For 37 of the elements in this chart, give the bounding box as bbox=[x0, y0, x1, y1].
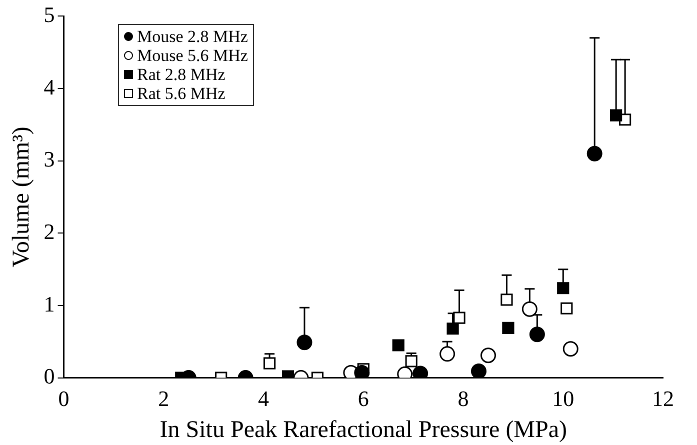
y-tick-label: 2 bbox=[44, 218, 55, 244]
point bbox=[502, 322, 514, 334]
legend-label: Mouse 5.6 MHz bbox=[136, 46, 248, 65]
point bbox=[263, 357, 276, 370]
x-tick-label: 10 bbox=[552, 386, 574, 411]
y-tick-label: 5 bbox=[44, 2, 55, 27]
point bbox=[610, 109, 622, 122]
point bbox=[586, 146, 602, 162]
point bbox=[500, 294, 513, 306]
point bbox=[480, 348, 496, 364]
point bbox=[529, 326, 545, 342]
x-axis-title: In Situ Peak Rarefactional Pressure (MPa) bbox=[160, 416, 568, 443]
legend-label: Rat 2.8 MHz bbox=[136, 65, 226, 84]
x-tick-label: 6 bbox=[358, 386, 369, 411]
point bbox=[354, 364, 370, 378]
point bbox=[470, 364, 486, 378]
point bbox=[440, 346, 456, 362]
point bbox=[522, 301, 538, 317]
point bbox=[392, 339, 404, 352]
point bbox=[446, 322, 459, 335]
point bbox=[296, 334, 312, 350]
x-tick-label: 4 bbox=[258, 386, 270, 411]
y-axis-title: Volume (mm³) bbox=[8, 126, 35, 268]
y-tick-label: 0 bbox=[44, 364, 55, 389]
point bbox=[453, 312, 466, 324]
y-tick-label: 4 bbox=[44, 74, 55, 100]
x-tick-label: 12 bbox=[652, 386, 674, 411]
y-tick-label: 3 bbox=[44, 146, 55, 172]
legend-label: Rat 5.6 MHz bbox=[136, 84, 226, 103]
point bbox=[405, 355, 418, 368]
point bbox=[557, 282, 570, 294]
legend-label: Mouse 2.8 MHz bbox=[136, 27, 248, 46]
x-tick-label: 8 bbox=[458, 386, 469, 411]
point bbox=[560, 302, 573, 314]
y-tick-label: 1 bbox=[44, 291, 55, 316]
x-tick-label: 2 bbox=[158, 386, 170, 411]
point bbox=[562, 341, 578, 357]
